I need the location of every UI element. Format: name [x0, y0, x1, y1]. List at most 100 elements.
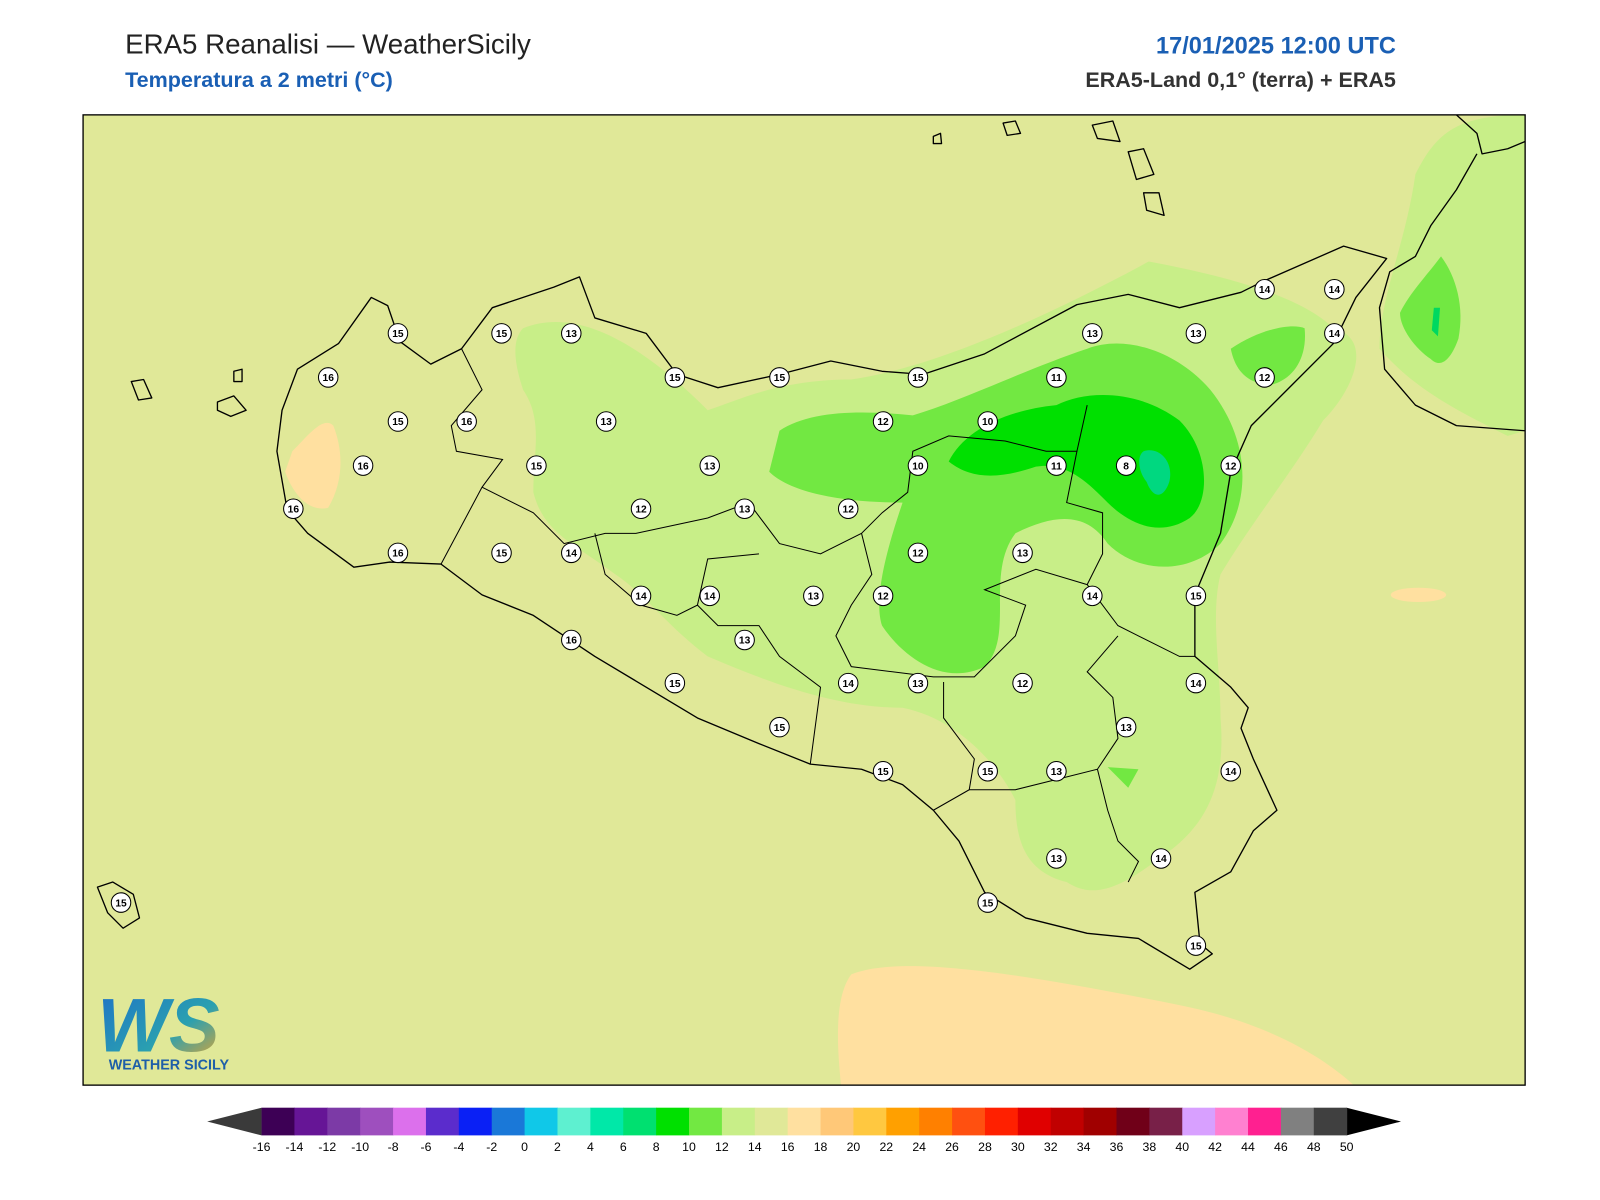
logo-mark: WS: [97, 983, 219, 1068]
station-marker: [456, 411, 477, 432]
province-border: [969, 635, 1119, 791]
station-value: 13: [739, 636, 751, 647]
province-border: [835, 451, 1104, 678]
colorbar-tick-label: 16: [781, 1140, 795, 1154]
colorbar-tick-label: 12: [715, 1140, 729, 1154]
colorbar-tick-label: -10: [351, 1140, 369, 1154]
station-marker: [1185, 935, 1207, 956]
colorbar-tick-label: 44: [1241, 1140, 1255, 1154]
colorbar-tick-label: -14: [286, 1140, 304, 1154]
station-marker: [1324, 323, 1345, 344]
map-area: [83, 114, 1526, 1086]
station-marker: [837, 498, 859, 519]
station-value: 12: [635, 504, 647, 515]
colorbar-segment: [623, 1107, 657, 1136]
station-marker: [769, 716, 790, 738]
station-marker: [526, 455, 547, 476]
station-value: 15: [982, 898, 994, 909]
station-marker: [110, 892, 132, 913]
islands: [96, 120, 1165, 929]
station-value: 15: [912, 373, 924, 384]
colorbar-tick-label: -2: [486, 1140, 497, 1154]
contour-cool: [1230, 326, 1306, 385]
contour-cool: [1400, 256, 1461, 363]
station-marker: [630, 498, 652, 519]
station-value: 15: [774, 373, 786, 384]
contour-coldest: [1139, 450, 1171, 495]
station-marker: [387, 323, 409, 344]
station-value: 15: [392, 329, 404, 340]
station-marker: [1046, 761, 1067, 782]
station-value: 14: [843, 679, 855, 690]
station-value: 15: [531, 461, 543, 472]
colorbar-segment: [820, 1107, 854, 1136]
colorbar-tick-label: 20: [847, 1140, 861, 1154]
province-border: [594, 533, 760, 616]
colorbar-segment: [886, 1107, 920, 1136]
source: ERA5-Land 0,1° (terra) + ERA5: [1085, 68, 1396, 92]
station-marker: [1185, 672, 1207, 694]
station-value: 14: [1190, 679, 1202, 690]
map-frame: [82, 114, 1526, 1086]
station-marker: [317, 367, 339, 388]
station-value: 12: [912, 549, 924, 560]
colorbar-tick-label: -6: [420, 1140, 431, 1154]
colorbar-under: [207, 1107, 262, 1136]
station-value: 13: [808, 592, 820, 603]
colorbar-segment: [1248, 1107, 1282, 1136]
colorbar-segment: [425, 1107, 460, 1136]
colorbar-tick-label: 4: [587, 1140, 594, 1154]
station-value: 12: [877, 592, 889, 603]
station-value: 13: [1051, 854, 1063, 865]
station-marker: [977, 411, 998, 432]
station-value: 15: [982, 767, 994, 778]
station-value: 14: [1155, 854, 1167, 865]
contour-cool: [1107, 767, 1139, 788]
colorbar-tick-label: 24: [912, 1140, 926, 1154]
station-marker: [1185, 323, 1207, 344]
colorbar-segment: [689, 1107, 723, 1136]
colorbar-segment: [261, 1107, 295, 1136]
coastline: [276, 245, 1388, 970]
colorbar-segment: [458, 1107, 493, 1136]
station-marker: [1082, 323, 1103, 344]
station-marker: [1115, 716, 1137, 738]
station-value: 13: [1087, 329, 1099, 340]
station-marker: [1185, 585, 1207, 607]
colorbar-segment: [491, 1107, 526, 1136]
station-value: 14: [1087, 592, 1099, 603]
colorbar-tick-label: 32: [1044, 1140, 1058, 1154]
stations: 15 15 13 16 15 15 15 13 13 14 14 14 11 12 15 16 13 12 10 16…: [110, 278, 1345, 956]
station-value: 12: [843, 504, 855, 515]
colorbar-segment: [721, 1107, 756, 1136]
contour-mild: [1379, 114, 1526, 436]
station-marker: [352, 455, 374, 476]
subtitle: Temperatura a 2 metri (°C): [125, 68, 393, 92]
station-marker: [977, 761, 998, 782]
station-value: 12: [1017, 679, 1029, 690]
colorbar-tick-label: -8: [388, 1140, 399, 1154]
colorbar-segment: [919, 1107, 953, 1136]
station-value: 15: [496, 549, 508, 560]
station-marker: [561, 323, 582, 344]
colorbar-tick-label: 18: [814, 1140, 828, 1154]
colorbar-segment: [656, 1107, 690, 1136]
colorbar-tick-label: 50: [1340, 1140, 1354, 1154]
colorbar-segment: [1280, 1107, 1315, 1136]
station-marker: [1046, 848, 1067, 869]
station-marker: [387, 542, 409, 564]
station-value: 11: [1051, 373, 1062, 384]
datetime: 17/01/2025 12:00 UTC: [1156, 32, 1396, 58]
station-marker: [1220, 761, 1242, 782]
station-value: 16: [461, 417, 473, 428]
colorbar-tick-label: 6: [620, 1140, 627, 1154]
colorbar-segment: [984, 1107, 1019, 1136]
station-value: 16: [357, 461, 369, 472]
station-marker: [872, 585, 894, 607]
colorbar-segment: [853, 1107, 887, 1136]
station-marker: [491, 542, 512, 564]
colorbar-over: [1346, 1107, 1402, 1136]
colorbar-tick-label: 22: [879, 1140, 893, 1154]
